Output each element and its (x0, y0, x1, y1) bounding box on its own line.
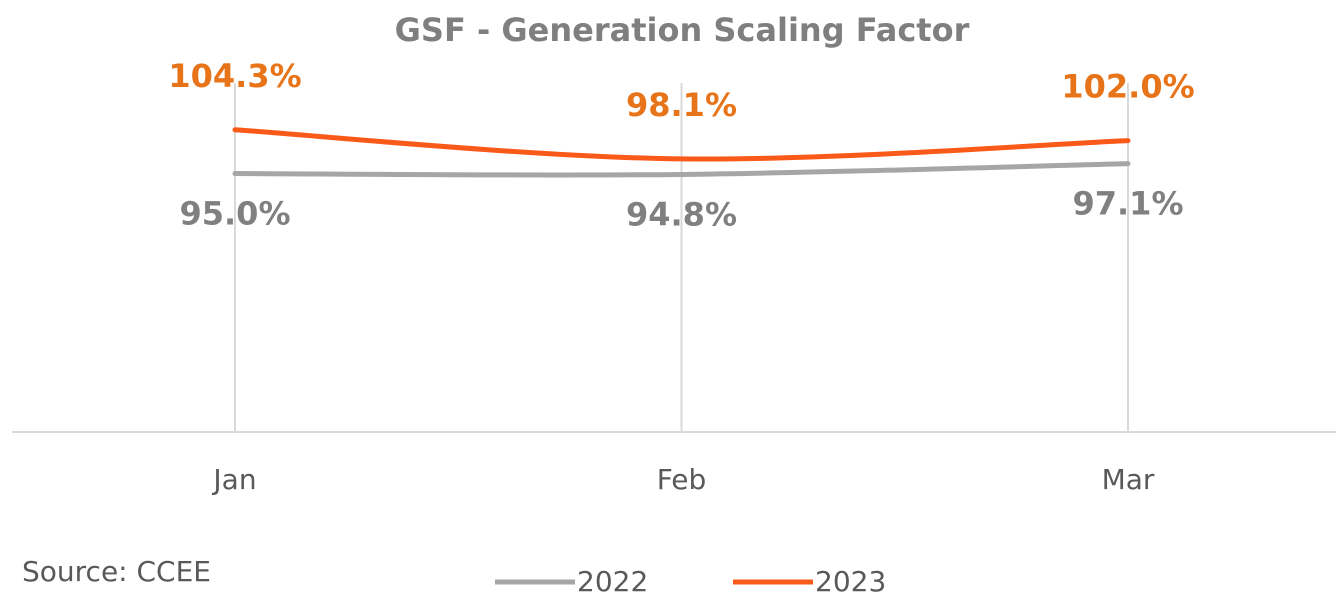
data-label: 98.1% (626, 86, 737, 124)
source: Source: CCEE (22, 555, 211, 588)
data-label: 95.0% (179, 195, 290, 233)
series-line (232, 161, 1131, 178)
x-tick-label: Mar (1102, 463, 1155, 496)
data-label: 97.1% (1072, 185, 1183, 223)
legend-label: 2023 (815, 565, 886, 598)
legend-label: 2022 (577, 565, 648, 598)
chart-title: GSF - Generation Scaling Factor (395, 11, 970, 49)
data-label: 102.0% (1061, 68, 1194, 106)
series-line (232, 127, 1131, 162)
x-tick-label: Jan (211, 463, 256, 496)
x-tick-label: Feb (657, 463, 707, 496)
data-label: 104.3% (168, 57, 301, 95)
data-label: 94.8% (626, 195, 737, 233)
